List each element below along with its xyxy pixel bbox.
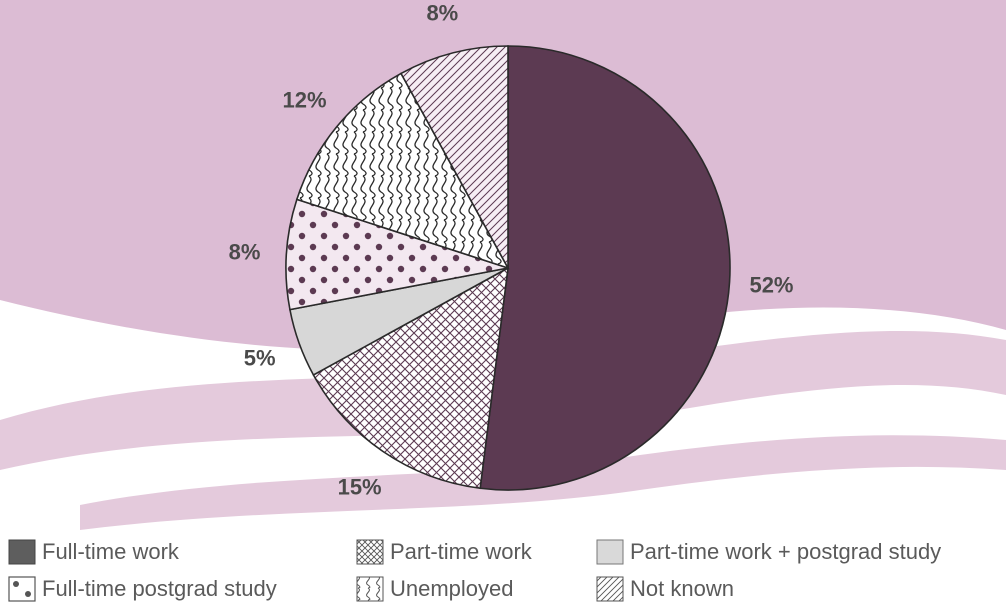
legend-swatch-solid-icon bbox=[8, 539, 36, 565]
slice-label-full-time-postgrad-study: 8% bbox=[229, 239, 261, 264]
pie-chart: 52% 15% 5% 8% 12% 8% bbox=[229, 0, 794, 499]
legend-label-unemployed: Unemployed bbox=[390, 576, 514, 601]
legend-swatch-dots-icon bbox=[8, 576, 36, 602]
pie-slice-part-time-work bbox=[312, 266, 509, 490]
legend-item-unemployed: Unemployed bbox=[356, 574, 514, 604]
legend-item-part-time-work-postgrad: Part-time work + postgrad study bbox=[596, 537, 941, 567]
pie-slice-not-known bbox=[399, 45, 509, 269]
legend-swatch-wavy-icon bbox=[356, 576, 384, 602]
legend-label-full-time-postgrad: Full-time postgrad study bbox=[42, 576, 277, 601]
slice-label-full-time-work: 52% bbox=[749, 273, 793, 298]
slice-label-part-time-work-postgrad-study: 5% bbox=[244, 345, 276, 370]
pie-slice-unemployed bbox=[295, 72, 510, 270]
legend-item-not-known: Not known bbox=[596, 574, 734, 604]
legend-item-part-time-work: Part-time work bbox=[356, 537, 532, 567]
legend-item-full-time-postgrad: Full-time postgrad study bbox=[8, 574, 277, 604]
legend-row-1: Full-time work Part-time work Part-time … bbox=[8, 537, 1006, 567]
pie-slice-full-time-work bbox=[479, 45, 731, 491]
slice-label-not-known: 8% bbox=[426, 0, 458, 25]
slice-label-unemployed: 12% bbox=[283, 88, 327, 113]
slice-label-part-time-work: 15% bbox=[338, 474, 382, 499]
legend-swatch-diagonal-icon bbox=[596, 576, 624, 602]
legend-swatch-crosshatch-icon bbox=[356, 539, 384, 565]
legend-label-part-time-work: Part-time work bbox=[390, 539, 532, 564]
pie-slice-full-time-postgrad-study bbox=[285, 198, 509, 311]
legend-row-2: Full-time postgrad study Unemployed Not … bbox=[8, 574, 1006, 604]
legend-swatch-light-icon bbox=[596, 539, 624, 565]
legend-label-part-time-work-postgrad: Part-time work + postgrad study bbox=[630, 539, 942, 564]
legend-item-full-time-work: Full-time work bbox=[8, 537, 179, 567]
legend-label-full-time-work: Full-time work bbox=[42, 539, 179, 564]
legend-label-not-known: Not known bbox=[630, 576, 734, 601]
